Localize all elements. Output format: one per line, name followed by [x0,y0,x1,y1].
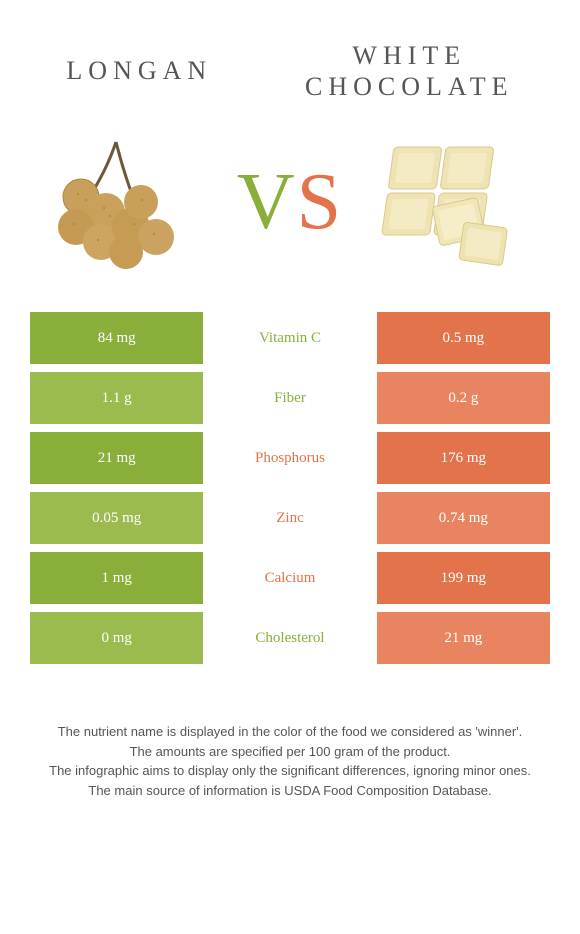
vs-label: VS [237,157,343,248]
right-value: 0.2 g [377,372,550,424]
nutrient-name: Cholesterol [203,612,376,664]
white-chocolate-image [374,132,534,272]
title-left: LONGAN [66,56,212,86]
table-row: 84 mgVitamin C0.5 mg [30,312,550,364]
table-row: 1.1 gFiber0.2 g [30,372,550,424]
footer-notes: The nutrient name is displayed in the co… [0,672,580,800]
footer-line-2: The amounts are specified per 100 gram o… [30,742,550,762]
vs-s: S [297,158,344,246]
nutrient-name: Vitamin C [203,312,376,364]
vs-v: V [237,158,297,246]
left-value: 0.05 mg [30,492,203,544]
footer-line-1: The nutrient name is displayed in the co… [30,722,550,742]
right-value: 0.5 mg [377,312,550,364]
right-value: 176 mg [377,432,550,484]
left-value: 1.1 g [30,372,203,424]
right-value: 0.74 mg [377,492,550,544]
longan-image [46,132,206,272]
right-value: 199 mg [377,552,550,604]
table-row: 0.05 mgZinc0.74 mg [30,492,550,544]
header: LONGAN WHITE CHOCOLATE [0,0,580,122]
table-row: 21 mgPhosphorus176 mg [30,432,550,484]
footer-line-4: The main source of information is USDA F… [30,781,550,801]
image-row: VS [0,122,580,312]
nutrient-name: Fiber [203,372,376,424]
nutrient-name: Calcium [203,552,376,604]
title-right-line2: CHOCOLATE [305,71,514,102]
right-value: 21 mg [377,612,550,664]
left-value: 21 mg [30,432,203,484]
left-value: 1 mg [30,552,203,604]
left-value: 84 mg [30,312,203,364]
left-value: 0 mg [30,612,203,664]
table-row: 0 mgCholesterol21 mg [30,612,550,664]
comparison-table: 84 mgVitamin C0.5 mg 1.1 gFiber0.2 g 21 mg… [0,312,580,664]
footer-line-3: The infographic aims to display only the… [30,761,550,781]
nutrient-name: Phosphorus [203,432,376,484]
title-right: WHITE CHOCOLATE [305,40,514,102]
title-right-line1: WHITE [305,40,514,71]
table-row: 1 mgCalcium199 mg [30,552,550,604]
nutrient-name: Zinc [203,492,376,544]
